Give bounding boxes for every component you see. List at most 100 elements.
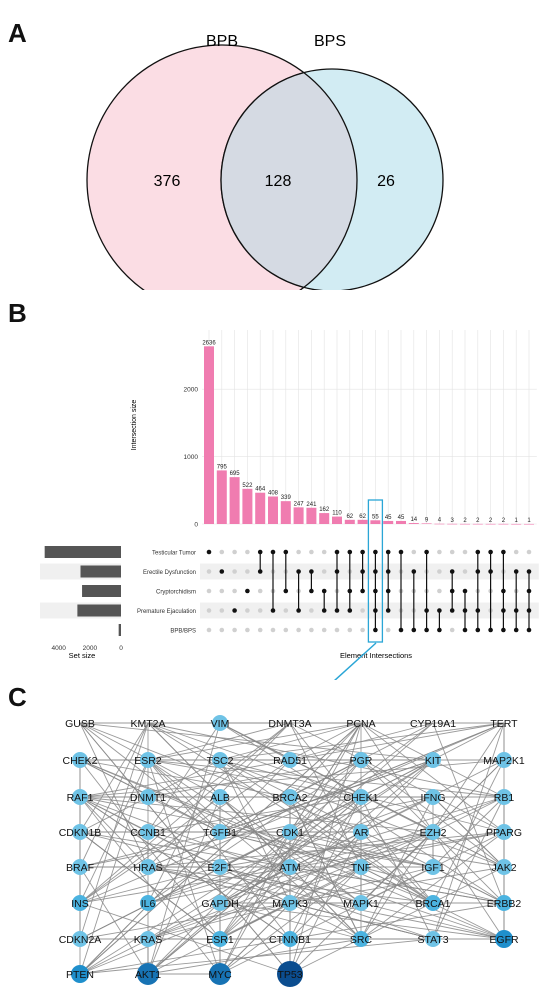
network-edge: [147, 866, 434, 904]
matrix-dot-active: [296, 608, 301, 613]
network-node-cdkn2a: CDKN2A: [59, 931, 102, 947]
matrix-dot: [206, 588, 212, 594]
network-node-pgr: PGR: [350, 752, 373, 768]
intersection-bar: [498, 523, 509, 525]
network-node-label: ERBB2: [487, 898, 522, 910]
network-node-circle: [353, 752, 369, 768]
intersection-bar: [383, 520, 394, 524]
matrix-dot: [385, 627, 391, 633]
network-node-braf: BRAF: [66, 859, 94, 875]
network-node-ar: AR: [353, 824, 369, 840]
bar-value-label: 62: [359, 514, 366, 520]
set-size-tick: 2000: [83, 645, 98, 652]
matrix-dot-active: [411, 627, 417, 633]
network-edge: [147, 722, 221, 833]
matrix-dot-active: [475, 627, 481, 633]
network-node-label: AKT1: [135, 969, 161, 981]
set-name-label: Erectile Dysfunction: [143, 570, 196, 576]
network-edge: [147, 759, 362, 798]
network-edge: [79, 722, 362, 833]
network-node-circle: [212, 859, 228, 875]
matrix-dot: [321, 569, 327, 574]
matrix-row-band: [200, 563, 539, 580]
matrix-dot: [437, 549, 442, 555]
network-node-ezh2: EZH2: [420, 824, 447, 840]
matrix-dot: [257, 608, 263, 613]
network-edge: [79, 722, 362, 975]
bar-value-label: 2: [463, 518, 467, 524]
matrix-dot-active: [385, 608, 391, 613]
highlight-arrow: [334, 642, 377, 680]
bar-value-label: 2: [502, 518, 506, 524]
intersection-bar: [472, 523, 483, 525]
network-node-circle: [496, 824, 512, 840]
matrix-dot: [206, 608, 212, 613]
intersection-bar: [370, 520, 381, 524]
network-node-label: CHEK1: [343, 792, 378, 804]
set-size-tick: 4000: [51, 645, 66, 652]
matrix-dot-active: [257, 569, 263, 574]
network-node-circle: [212, 895, 228, 911]
network-node-circle: [353, 824, 369, 840]
network-node-circle: [282, 895, 298, 911]
network-edge: [79, 938, 291, 975]
network-edge: [432, 722, 505, 904]
network-node-circle: [71, 965, 89, 983]
matrix-dot: [321, 627, 327, 633]
bar-value-label: 110: [332, 511, 342, 517]
network-node-label: DNMT3A: [268, 718, 311, 730]
network-edge: [289, 722, 362, 975]
network-edge: [219, 722, 505, 761]
bar-value-label: 408: [268, 490, 279, 496]
network-node-label: ATM: [279, 862, 300, 874]
network-node-circle: [425, 752, 441, 768]
network-edge: [219, 759, 291, 833]
bar-value-label: 55: [372, 514, 379, 520]
network-node-atm: ATM: [279, 859, 301, 875]
network-node-ccnb1: CCNB1: [130, 824, 166, 840]
bar-value-label: 695: [230, 471, 241, 477]
set-name-label: BPB/BPS: [170, 629, 196, 635]
network-node-pparg: PPARG: [486, 824, 522, 840]
y-tick-label: 1000: [184, 454, 199, 461]
network-node-egfr: EGFR: [489, 930, 519, 948]
network-edge: [289, 796, 434, 904]
network-edge: [219, 831, 291, 975]
network-node-circle: [72, 859, 88, 875]
intersection-bar: [447, 523, 458, 525]
matrix-dot-active: [347, 608, 353, 613]
network-node-map2k1: MAP2K1: [483, 752, 525, 768]
network-node-circle: [425, 859, 441, 875]
bar-value-label: 162: [319, 507, 330, 513]
network-node-label: GUSB: [65, 718, 95, 730]
network-node-esr1: ESR1: [206, 931, 234, 947]
matrix-dot: [411, 549, 417, 555]
network-node-label: CDKN2A: [59, 934, 102, 946]
y-tick-label: 0: [194, 522, 198, 529]
network-node-cyp19a1: CYP19A1: [410, 718, 456, 730]
matrix-dot: [283, 627, 289, 633]
network-edge: [79, 759, 221, 940]
network-edges: [79, 722, 505, 975]
network-edge: [432, 722, 505, 940]
matrix-dot-active: [309, 588, 314, 594]
network-node-circle: [212, 824, 228, 840]
network-edge: [219, 722, 362, 761]
network-node-circle: [140, 824, 156, 840]
intersection-bar: [268, 496, 278, 524]
venn-overlap: [220, 71, 358, 289]
network-node-circle: [209, 963, 231, 985]
bar-value-label: 339: [281, 495, 292, 501]
matrix-dot: [245, 608, 250, 613]
network-node-label: MAPK3: [272, 898, 308, 910]
intersection-bar: [485, 523, 496, 525]
bar-value-label: 241: [306, 502, 317, 508]
network-node-tert: TERT: [490, 718, 518, 730]
network-edge: [147, 796, 362, 975]
intersection-bar: [408, 523, 419, 524]
bar-value-label: 247: [294, 501, 305, 507]
network-node-circle: [72, 931, 88, 947]
network-node-chek2: CHEK2: [62, 752, 98, 768]
bar-value-label: 4: [438, 518, 442, 524]
